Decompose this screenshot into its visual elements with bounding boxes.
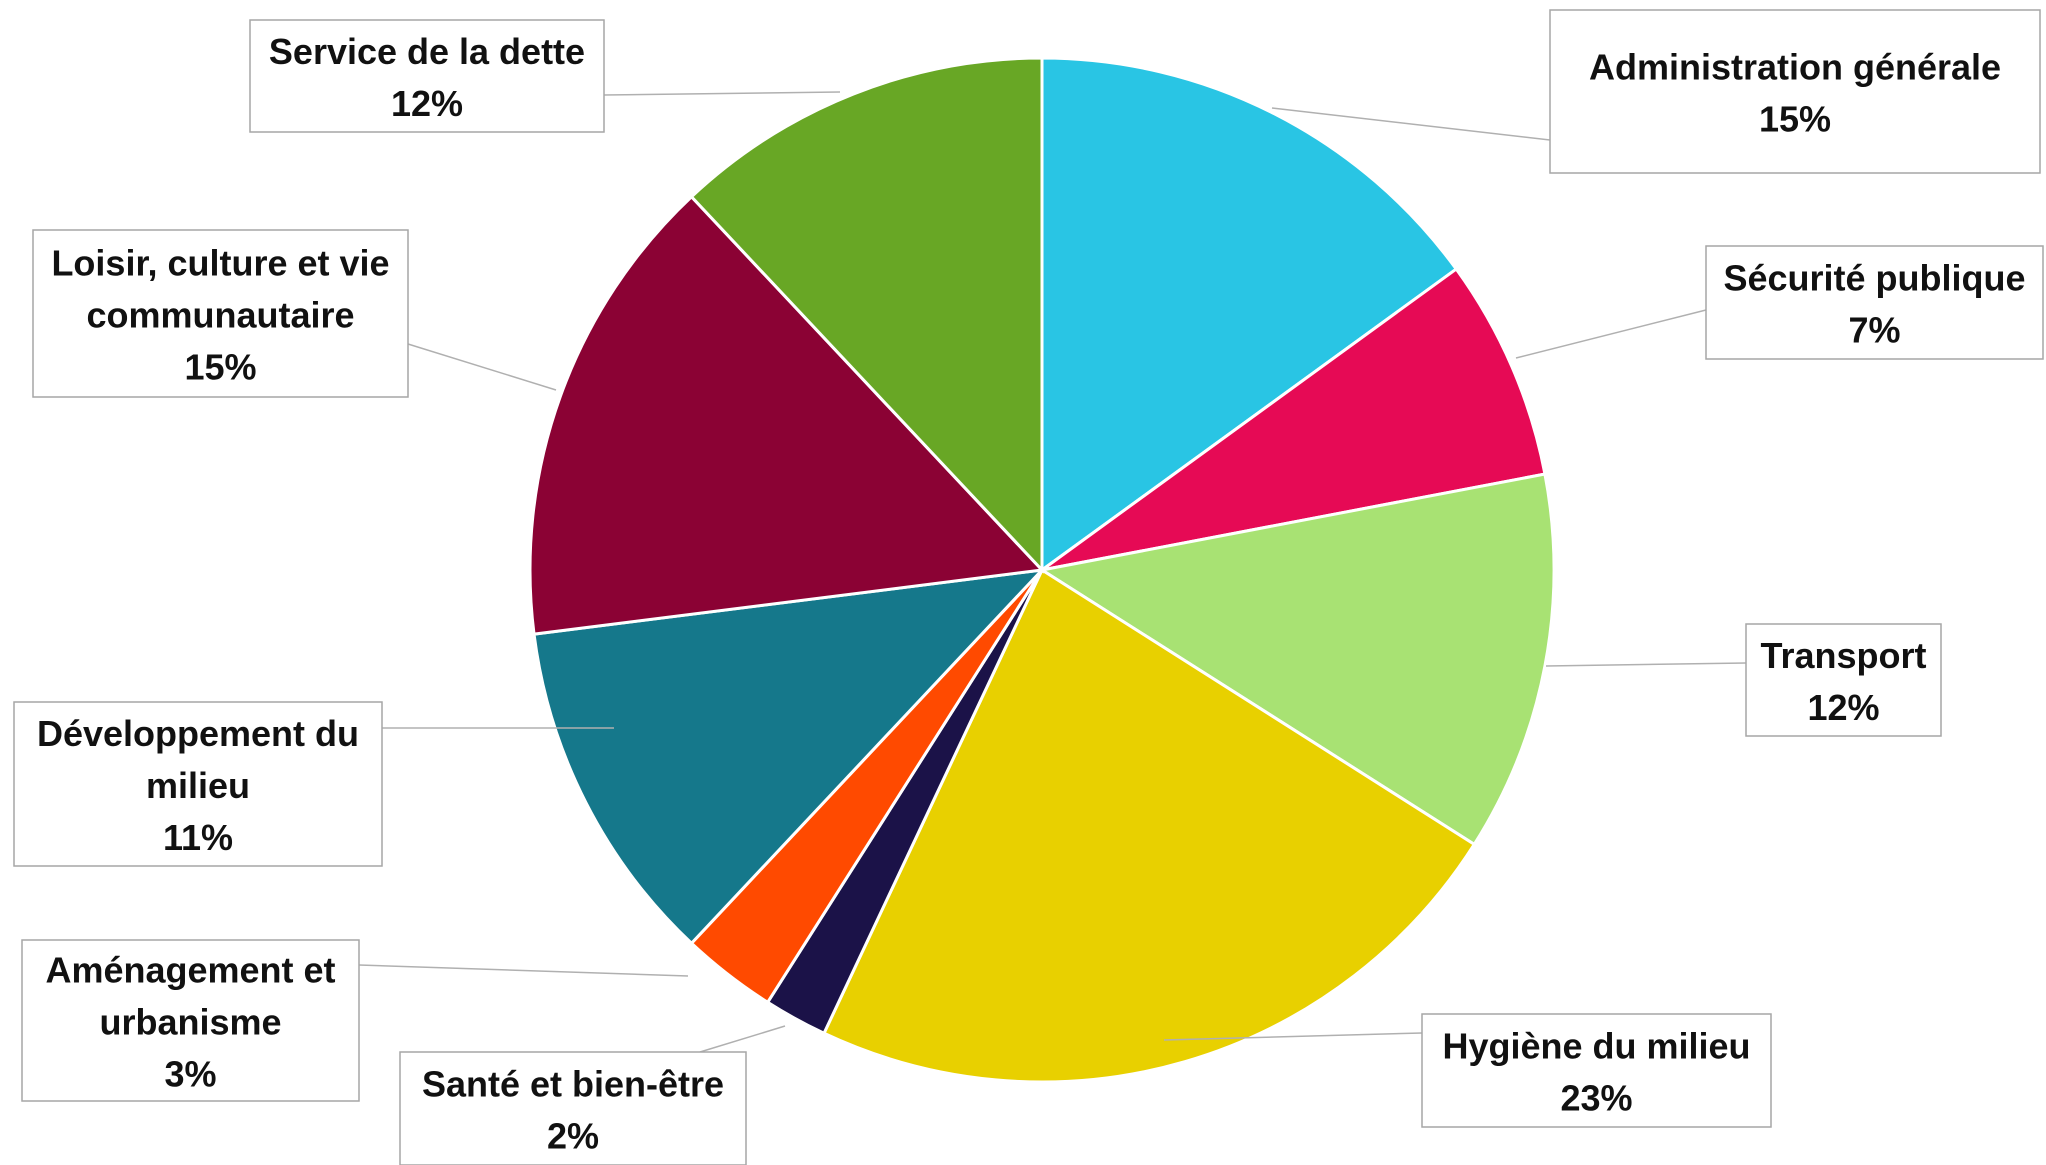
- callout-service-de-la-dette: Service de la dette 12%: [249, 19, 605, 133]
- leader-line-sante-et-bien-etre: [699, 1025, 786, 1053]
- pie-slice-administration-generale: [1040, 56, 1459, 573]
- callout-transport: Transport 12%: [1745, 623, 1942, 737]
- leader-line-administration-generale: [1271, 107, 1551, 141]
- pie-slices: [528, 56, 1556, 1084]
- callout-loisir-culture-et-vie-communautaire: Loisir, culture et vie communautaire 15%: [32, 229, 409, 398]
- pie-slice-transport: [1037, 472, 1556, 847]
- callout-box: [249, 19, 605, 133]
- callout-amenagement-et-urbanisme: Aménagement et urbanisme 3%: [21, 939, 360, 1102]
- leader-line-transport: [1545, 662, 1747, 667]
- slice-category-label: Transport: [1760, 635, 1926, 676]
- slice-category-label: Loisir, culture et vie communautaire: [51, 243, 389, 336]
- leader-line-hygiene-du-milieu: [1163, 1032, 1423, 1041]
- slice-category-label: Sécurité publique: [1723, 258, 2025, 299]
- callout-box: [1421, 1013, 1772, 1128]
- leader-line-service-de-la-dette: [603, 91, 841, 96]
- leader-line-securite-publique: [1515, 309, 1707, 359]
- slice-percent-label: 2%: [547, 1116, 599, 1157]
- slice-category-label: Hygiène du milieu: [1442, 1026, 1750, 1067]
- slice-category-label: Aménagement et urbanisme: [45, 950, 335, 1043]
- callout-box: [21, 939, 360, 1102]
- slice-percent-label: 12%: [1807, 687, 1879, 728]
- leader-line-loisir-culture-et-vie-communautaire: [407, 343, 557, 391]
- callout-box: [1745, 623, 1942, 737]
- leader-lines: [358, 91, 1747, 1053]
- pie-slice-loisir-culture-et-vie-communautaire: [528, 194, 1046, 636]
- data-label-callouts: Administration générale 15% Sécurité publi…: [13, 9, 2044, 1165]
- slice-percent-label: 23%: [1560, 1078, 1632, 1119]
- callout-box: [1549, 9, 2041, 174]
- slice-category-label: Développement du milieu: [37, 713, 359, 806]
- pie-slice-hygiene-du-milieu: [822, 567, 1477, 1084]
- pie-slice-service-de-la-dette: [689, 56, 1044, 574]
- callout-box: [32, 229, 409, 398]
- slice-percent-label: 12%: [391, 83, 463, 124]
- slice-percent-label: 3%: [164, 1054, 216, 1095]
- callout-box: [13, 701, 383, 867]
- slice-category-label: Santé et bien-être: [422, 1064, 724, 1105]
- slice-category-label: Service de la dette: [269, 31, 585, 72]
- leader-line-amenagement-et-urbanisme: [358, 964, 689, 977]
- slice-percent-label: 11%: [163, 817, 233, 858]
- pie-slice-developpement-du-milieu: [532, 567, 1046, 946]
- callout-hygiene-du-milieu: Hygiène du milieu 23%: [1421, 1013, 1772, 1128]
- callout-administration-generale: Administration générale 15%: [1549, 9, 2041, 174]
- callout-developpement-du-milieu: Développement du milieu 11%: [13, 701, 383, 867]
- slice-percent-label: 15%: [184, 347, 256, 388]
- slice-category-label: Administration générale: [1589, 47, 2001, 88]
- callout-sante-et-bien-etre: Santé et bien-être 2%: [399, 1051, 747, 1165]
- callout-box: [1705, 245, 2044, 360]
- pie-slice-securite-publique: [1041, 266, 1547, 572]
- callout-box: [399, 1051, 747, 1165]
- slice-percent-label: 15%: [1759, 99, 1831, 140]
- slice-percent-label: 7%: [1848, 310, 1900, 351]
- callout-securite-publique: Sécurité publique 7%: [1705, 245, 2044, 360]
